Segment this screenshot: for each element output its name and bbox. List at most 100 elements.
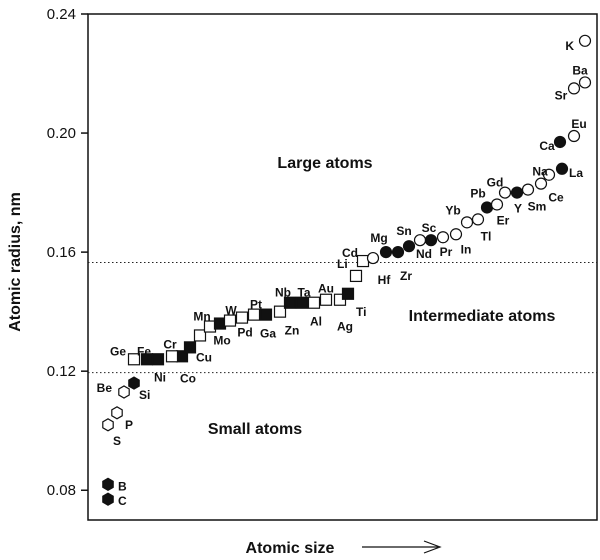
point-cu [183,341,197,354]
point-in [449,228,463,241]
point-er [490,198,504,211]
point-label-in: In [461,242,472,256]
point-pr [436,231,450,244]
point-label-yb: Yb [445,203,460,217]
point-label-pd: Pd [237,326,252,340]
plot-area [81,13,598,521]
point-label-cd: Cd [342,246,358,260]
point-label-sm: Sm [528,200,547,214]
point-label-zn: Zn [285,324,300,338]
point-label-gd: Gd [487,176,504,190]
point-la [555,162,569,175]
point-ti [341,287,355,300]
point-sc [424,234,438,247]
point-c [102,492,114,506]
point-pt [247,308,261,321]
annotations: 0.08 0.12 0.16 0.20 0.24 Large atoms Intermedi… [47,6,588,508]
point-hf [366,251,380,265]
point-mg [379,246,393,259]
point-label-si: Si [139,388,150,402]
point-b [102,477,114,491]
point-label-al: Al [310,315,322,329]
y-tick-label: 0.08 [47,482,76,499]
point-tl [471,213,485,226]
point-au [319,293,333,306]
point-label-mg: Mg [370,231,387,245]
y-tick-label: 0.12 [47,363,76,380]
point-label-cr: Cr [163,337,177,351]
point-label-co: Co [180,371,196,385]
point-label-cu: Cu [196,350,212,364]
point-label-au: Au [318,282,334,296]
y-axis-title: Atomic radius, nm [7,192,24,332]
point-label-be: Be [97,381,113,395]
point-label-ta: Ta [297,286,310,300]
point-label-li: Li [337,257,348,271]
point-ce [534,177,548,190]
point-label-nd: Nd [416,247,432,261]
y-tick-label: 0.24 [47,6,76,23]
point-ga [259,308,273,321]
x-axis-arrow [362,540,442,554]
point-label-mn: Mn [193,310,210,324]
point-p [111,406,123,420]
point-label-c: C [118,494,127,508]
point-label-ni: Ni [154,370,166,384]
point-zn [273,305,287,318]
point-yb [460,216,474,229]
point-label-ba: Ba [572,63,588,77]
point-ca [553,135,567,149]
point-gd [498,186,512,199]
point-label-ce: Ce [548,191,564,205]
point-label-k: K [565,39,574,53]
point-label-ca: Ca [539,139,555,153]
point-ge [127,353,141,366]
point-sr [567,82,581,95]
point-label-tl: Tl [481,229,492,243]
point-sm [521,183,535,196]
point-be [118,385,130,399]
point-label-hf: Hf [378,273,392,287]
point-zr [391,246,405,259]
point-label-eu: Eu [571,117,586,131]
point-label-er: Er [497,213,510,227]
point-label-v: V [186,341,194,355]
region-label: Large atoms [277,155,372,172]
point-s [102,418,114,432]
point-v [193,329,207,342]
point-label-ti: Ti [356,305,366,319]
point-label-p: P [125,418,133,432]
point-label-zr: Zr [400,269,412,283]
point-pd [235,311,249,324]
point-label-sc: Sc [422,221,437,235]
region-label: Intermediate atoms [409,308,556,325]
point-label-mo: Mo [213,334,230,348]
point-k [578,34,592,47]
point-fe [151,353,165,366]
point-nb [283,296,297,309]
y-tick-label: 0.20 [47,125,76,142]
point-label-pt: Pt [250,298,262,312]
point-y [510,186,524,199]
point-cr [165,350,179,363]
point-al [307,296,321,309]
y-tick-label: 0.16 [47,244,76,261]
plot-frame [87,13,598,521]
point-cd [356,254,370,268]
point-label-sr: Sr [555,88,568,102]
point-label-ge: Ge [110,344,126,358]
point-pb [480,201,494,214]
point-na [542,168,556,181]
point-label-y: Y [514,202,522,216]
region-label: Small atoms [208,421,302,438]
point-label-pr: Pr [440,245,453,259]
point-label-la: La [569,166,583,180]
point-label-w: W [225,304,237,318]
point-label-s: S [113,434,121,448]
point-label-fe: Fe [137,344,151,358]
x-axis-title: Atomic size [246,540,335,557]
point-ta [295,296,309,309]
point-label-nb: Nb [275,286,291,300]
point-sn [402,240,416,253]
